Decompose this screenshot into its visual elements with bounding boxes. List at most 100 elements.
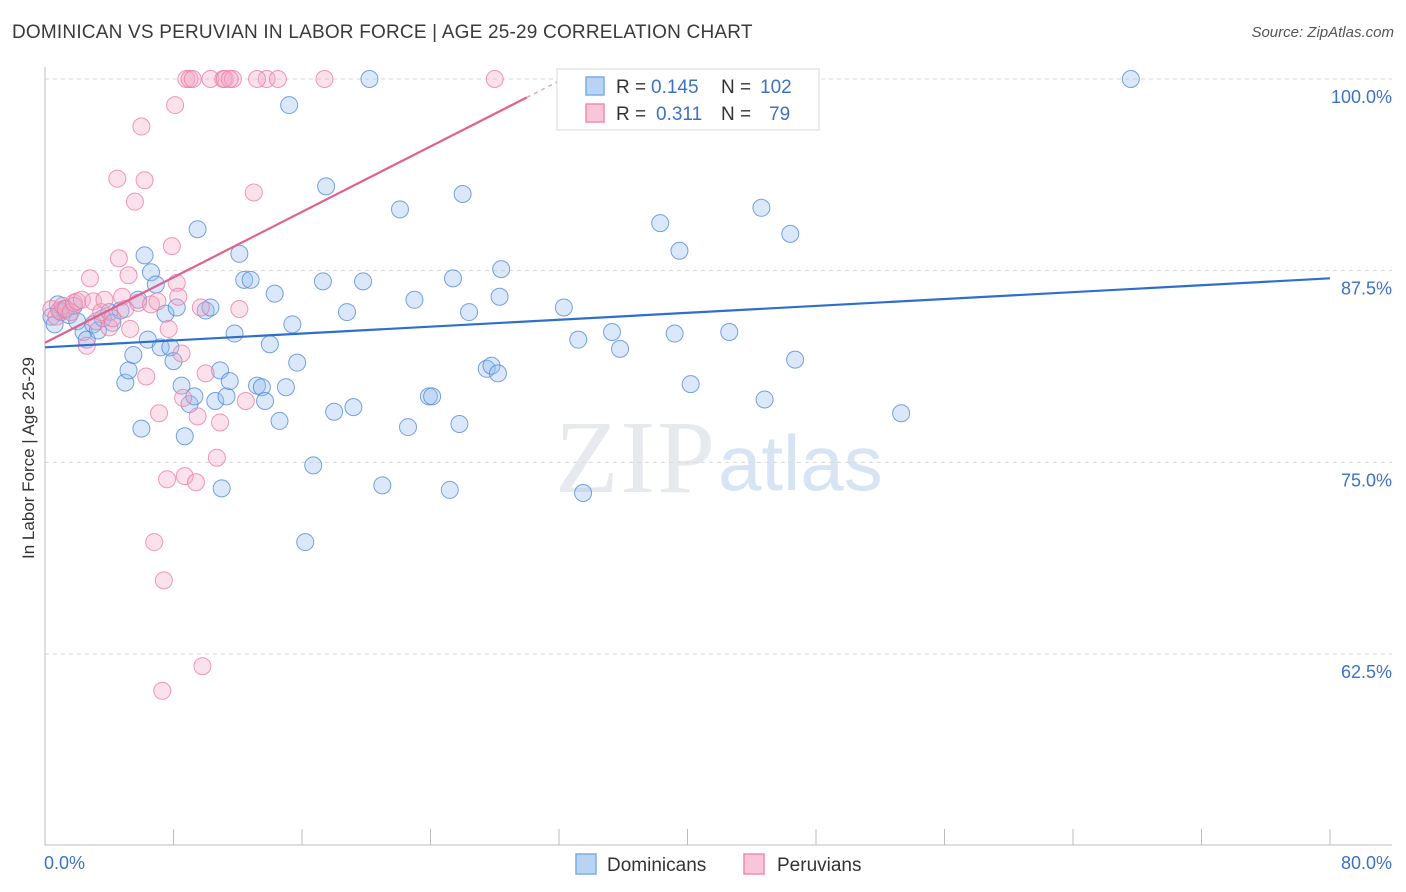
dominican-point-60 (325, 402, 344, 421)
peruvian-point-8 (72, 290, 91, 309)
peruvian-point-42 (175, 467, 194, 486)
y-tick-label-0: 62.5% (1341, 662, 1392, 682)
bottom-legend-label-peruvians: Peruvians (777, 855, 862, 876)
dominican-point-41 (220, 372, 239, 391)
peruvian-point-37 (166, 96, 185, 115)
dominican-point-40 (217, 387, 236, 406)
dominican-point-95 (892, 404, 911, 423)
dominican-point-72 (443, 269, 462, 288)
bottom-legend-label-dominicans: Dominicans (607, 855, 706, 876)
dominican-point-78 (488, 364, 507, 383)
bottom-legend-swatch-peruvians (743, 853, 765, 875)
y-tick-label-2: 87.5% (1341, 279, 1392, 299)
peruvian-point-17 (108, 169, 127, 188)
chart-title: DOMINICAN VS PERUVIAN IN LABOR FORCE | A… (12, 22, 753, 43)
peruvian-point-41 (174, 388, 193, 407)
peruvian-point-45 (183, 70, 202, 88)
peruvian-point-14 (95, 290, 114, 309)
dominican-trend-line (44, 277, 1331, 349)
dominican-point-34 (188, 220, 207, 239)
peruvian-point-25 (132, 117, 151, 136)
dominican-point-62 (344, 398, 363, 417)
chart-source: Source: ZipAtlas.com (1251, 24, 1394, 41)
dominican-point-44 (235, 270, 254, 289)
legend-r-value-peruvians: 0.311 (656, 104, 702, 125)
peruvian-point-26 (135, 171, 154, 190)
legend-n-value-dominicans: 102 (760, 77, 792, 98)
bottom-legend: Dominicans Peruvians (575, 853, 862, 876)
y-tick-label-3: 100.0% (1331, 87, 1392, 107)
dominican-point-94 (786, 350, 805, 369)
dominican-point-54 (283, 315, 302, 334)
dominican-point-63 (354, 272, 373, 291)
dominican-point-56 (296, 533, 315, 552)
peruvian-point-31 (150, 404, 169, 423)
dominican-point-52 (276, 378, 295, 397)
dominican-point-64 (360, 70, 379, 88)
dominican-point-73 (450, 415, 469, 433)
y-tick-label-1: 75.0% (1341, 470, 1392, 490)
peruvian-point-30 (148, 292, 167, 311)
peruvian-point-23 (125, 192, 144, 211)
dominican-point-58 (313, 272, 332, 291)
dominican-point-17 (119, 361, 138, 380)
peruvian-point-36 (162, 237, 181, 256)
dominican-point-79 (490, 287, 509, 306)
dominican-point-51 (270, 411, 289, 430)
dominican-point-42 (225, 324, 244, 343)
peruvian-point-18 (109, 249, 128, 268)
peruvian-trend-line (44, 96, 528, 344)
peruvian-point-33 (154, 571, 173, 590)
bottom-legend-swatch-dominicans (575, 853, 597, 875)
dominican-point-50 (265, 284, 284, 303)
peruvian-point-47 (188, 407, 207, 426)
peruvian-point-39 (169, 287, 188, 306)
peruvian-point-49 (193, 657, 212, 676)
dominican-point-20 (132, 419, 151, 438)
dominican-point-93 (781, 224, 800, 243)
dominican-point-35 (196, 301, 215, 320)
dominican-point-25 (151, 338, 170, 357)
peruvian-point-51 (201, 70, 220, 88)
gridlines (45, 78, 1392, 655)
dominican-point-37 (206, 392, 225, 410)
peruvian-point-27 (137, 367, 156, 386)
dominican-point-31 (175, 427, 194, 446)
legend-r-value-dominicans: 0.145 (651, 77, 699, 98)
legend-swatch-peruvians (585, 103, 605, 123)
peruvian-point-62 (315, 70, 334, 88)
dominican-point-85 (611, 339, 630, 358)
trend-lines (44, 78, 1331, 349)
legend-n-label-peruvians: N = (721, 104, 751, 125)
peruvian-point-61 (268, 70, 287, 88)
legend-swatch-dominicans (585, 76, 605, 96)
dominican-point-74 (460, 303, 479, 322)
peruvian-point-35 (159, 319, 178, 338)
dominican-point-87 (665, 324, 684, 343)
peruvian-point-16 (103, 309, 122, 328)
dominican-point-91 (752, 198, 771, 217)
dominican-point-89 (681, 375, 700, 394)
dominican-point-49 (260, 335, 279, 354)
peruvian-point-10 (80, 269, 99, 288)
y-axis-label: In Labor Force | Age 25-29 (19, 357, 38, 559)
peruvian-point-64 (220, 70, 239, 88)
peruvian-point-21 (119, 266, 138, 285)
dominican-point-77 (482, 356, 501, 375)
dominican-point-65 (373, 476, 392, 495)
dominican-point-92 (755, 390, 774, 409)
legend-n-value-peruvians: 79 (769, 104, 790, 125)
peruvian-point-65 (248, 70, 267, 88)
peruvian-point-53 (211, 413, 230, 432)
dominican-point-18 (124, 346, 143, 364)
dominican-point-48 (256, 392, 275, 410)
peruvian-point-32 (153, 681, 172, 700)
dominican-point-45 (241, 270, 260, 289)
peruvian-point-29 (145, 533, 164, 552)
dominican-point-90 (720, 323, 739, 341)
dominican-point-59 (317, 177, 336, 196)
legend: R = 0.145 N = 102 R = 0.311 N = 79 (556, 68, 820, 131)
dominican-point-53 (280, 96, 299, 115)
dominican-point-21 (135, 246, 154, 265)
